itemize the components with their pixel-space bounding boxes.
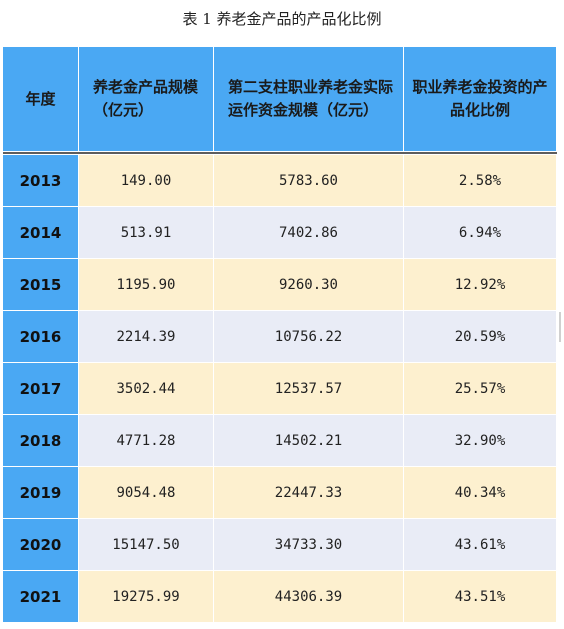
- cell-product-scale: 15147.50: [78, 518, 214, 571]
- table-row: 2018 4771.28 14502.21 32.90%: [2, 414, 557, 467]
- header-year: 年度: [2, 46, 79, 152]
- table-row: 2013 149.00 5783.60 2.58%: [2, 154, 557, 207]
- table-row: 2017 3502.44 12537.57 25.57%: [2, 362, 557, 415]
- cell-ratio: 43.61%: [403, 518, 557, 571]
- cell-product-scale: 2214.39: [78, 310, 214, 363]
- cell-product-scale: 4771.28: [78, 414, 214, 467]
- header-product-scale: 养老金产品规模（亿元）: [78, 46, 214, 152]
- cell-product-scale: 19275.99: [78, 570, 214, 623]
- cell-fund-scale: 22447.33: [213, 466, 404, 519]
- table-row: 2019 9054.48 22447.33 40.34%: [2, 466, 557, 519]
- header-product-ratio: 职业养老金投资的产品化比例: [403, 46, 557, 152]
- table-row: 2015 1195.90 9260.30 12.92%: [2, 258, 557, 311]
- cell-ratio: 12.92%: [403, 258, 557, 311]
- cell-fund-scale: 12537.57: [213, 362, 404, 415]
- cell-year: 2021: [2, 570, 79, 623]
- cell-product-scale: 9054.48: [78, 466, 214, 519]
- cell-ratio: 20.59%: [403, 310, 557, 363]
- cell-fund-scale: 5783.60: [213, 154, 404, 207]
- cell-year: 2014: [2, 206, 79, 259]
- cell-year: 2016: [2, 310, 79, 363]
- cell-fund-scale: 44306.39: [213, 570, 404, 623]
- table-row: 2016 2214.39 10756.22 20.59%: [2, 310, 557, 363]
- cell-year: 2019: [2, 466, 79, 519]
- cell-product-scale: 513.91: [78, 206, 214, 259]
- table-caption: 表 1 养老金产品的产品化比例: [182, 10, 382, 28]
- cell-ratio: 43.51%: [403, 570, 557, 623]
- header-fund-scale: 第二支柱职业养老金实际运作资金规模（亿元）: [213, 46, 404, 152]
- header-row: 年度 养老金产品规模（亿元） 第二支柱职业养老金实际运作资金规模（亿元） 职业养…: [2, 46, 557, 152]
- cell-ratio: 32.90%: [403, 414, 557, 467]
- page-edge-mark: [559, 312, 561, 342]
- pension-product-table: 年度 养老金产品规模（亿元） 第二支柱职业养老金实际运作资金规模（亿元） 职业养…: [2, 46, 557, 623]
- cell-ratio: 2.58%: [403, 154, 557, 207]
- cell-product-scale: 149.00: [78, 154, 214, 207]
- cell-fund-scale: 14502.21: [213, 414, 404, 467]
- cell-fund-scale: 34733.30: [213, 518, 404, 571]
- cell-ratio: 25.57%: [403, 362, 557, 415]
- cell-fund-scale: 10756.22: [213, 310, 404, 363]
- cell-product-scale: 3502.44: [78, 362, 214, 415]
- table-row: 2021 19275.99 44306.39 43.51%: [2, 570, 557, 623]
- header-divider: [2, 151, 557, 155]
- cell-year: 2018: [2, 414, 79, 467]
- cell-ratio: 6.94%: [403, 206, 557, 259]
- cell-ratio: 40.34%: [403, 466, 557, 519]
- cell-fund-scale: 7402.86: [213, 206, 404, 259]
- cell-year: 2017: [2, 362, 79, 415]
- cell-year: 2015: [2, 258, 79, 311]
- table-row: 2014 513.91 7402.86 6.94%: [2, 206, 557, 259]
- cell-year: 2020: [2, 518, 79, 571]
- cell-year: 2013: [2, 154, 79, 207]
- table-row: 2020 15147.50 34733.30 43.61%: [2, 518, 557, 571]
- cell-fund-scale: 9260.30: [213, 258, 404, 311]
- cell-product-scale: 1195.90: [78, 258, 214, 311]
